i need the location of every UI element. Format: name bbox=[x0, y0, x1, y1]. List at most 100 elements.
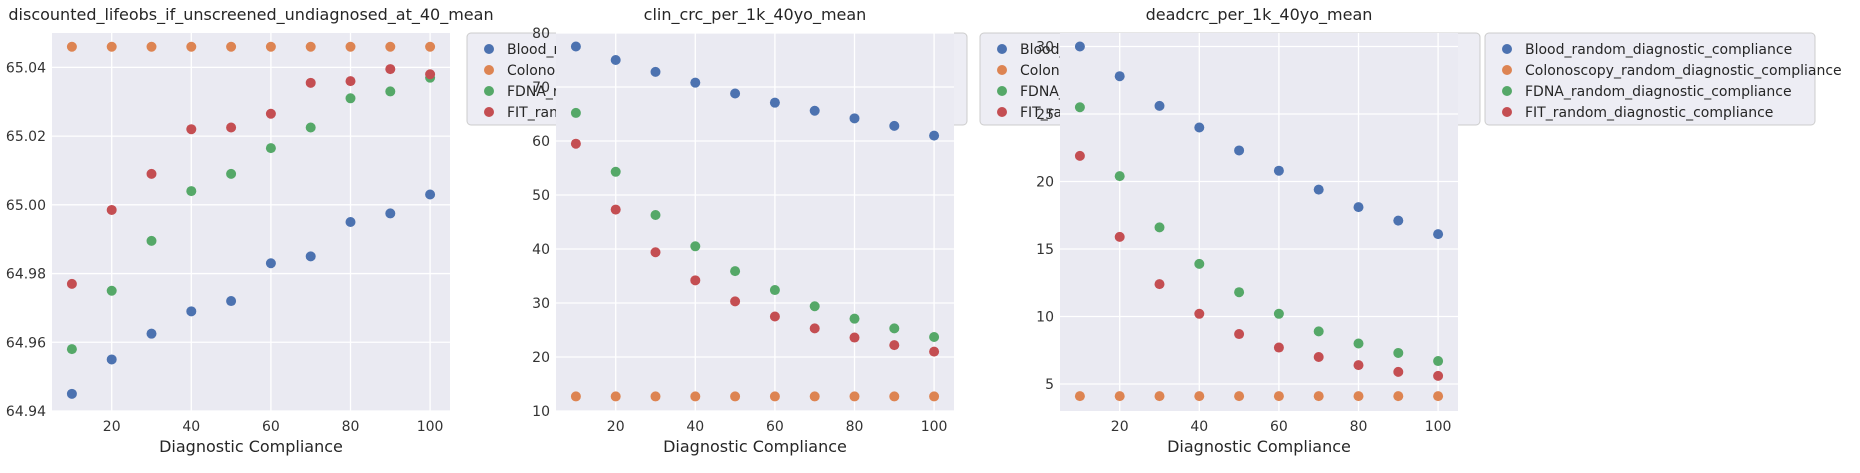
data-point-blood bbox=[1234, 145, 1245, 156]
x-tick-label: 100 bbox=[1425, 419, 1452, 435]
y-tick-label: 15 bbox=[1036, 242, 1054, 258]
y-tick-label: 64.96 bbox=[6, 335, 46, 351]
data-point-fit bbox=[226, 122, 237, 133]
data-point-fdna bbox=[226, 168, 237, 179]
y-tick-label: 20 bbox=[1036, 175, 1054, 191]
data-point-colonoscopy bbox=[1313, 391, 1324, 402]
y-tick-label: 65.02 bbox=[6, 129, 46, 145]
y-tick-label: 10 bbox=[532, 404, 550, 420]
x-tick-label: 60 bbox=[262, 419, 280, 435]
data-point-colonoscopy bbox=[570, 391, 581, 402]
data-point-fdna bbox=[889, 323, 900, 334]
data-point-fdna bbox=[305, 122, 316, 133]
y-tick-label: 25 bbox=[1036, 107, 1054, 123]
subplot-title: clin_crc_per_1k_40yo_mean bbox=[644, 5, 867, 25]
data-point-fdna bbox=[690, 241, 701, 252]
legend-marker bbox=[484, 86, 494, 96]
data-point-fit bbox=[305, 77, 316, 88]
data-point-blood bbox=[385, 208, 396, 219]
legend-label: FIT_random_diagnostic_compliance bbox=[1525, 105, 1773, 121]
data-point-fdna bbox=[1393, 347, 1404, 358]
x-tick-label: 40 bbox=[686, 419, 704, 435]
y-tick-label: 64.94 bbox=[6, 404, 46, 420]
data-point-colonoscopy bbox=[1273, 391, 1284, 402]
legend-box bbox=[1484, 32, 1816, 126]
data-point-colonoscopy bbox=[385, 41, 396, 52]
legend-entries: Blood_random_diagnostic_compliance Colono… bbox=[997, 42, 1337, 121]
data-point-fdna bbox=[186, 186, 197, 197]
data-point-fdna bbox=[1114, 171, 1125, 182]
data-point-fit bbox=[1234, 329, 1245, 340]
legend-marker bbox=[997, 65, 1007, 75]
data-point-fdna bbox=[146, 235, 157, 246]
data-point-colonoscopy bbox=[690, 391, 701, 402]
data-point-blood bbox=[226, 296, 237, 307]
data-point-colonoscopy bbox=[1234, 391, 1245, 402]
data-point-blood bbox=[106, 354, 117, 365]
legend-marker bbox=[1502, 86, 1512, 96]
data-point-fit bbox=[1433, 370, 1444, 381]
data-point-blood bbox=[1353, 202, 1364, 213]
data-point-fit bbox=[1393, 366, 1404, 377]
x-tick-label: 20 bbox=[1111, 419, 1129, 435]
data-point-blood bbox=[1114, 71, 1125, 82]
x-tick-label: 20 bbox=[607, 419, 625, 435]
data-point-fit bbox=[425, 69, 436, 80]
data-point-fdna bbox=[650, 209, 661, 220]
data-point-fit bbox=[849, 332, 860, 343]
data-point-colonoscopy bbox=[889, 391, 900, 402]
data-point-fdna bbox=[345, 93, 356, 104]
data-point-blood bbox=[849, 113, 860, 124]
data-point-blood bbox=[730, 88, 741, 99]
x-tick-label: 40 bbox=[182, 419, 200, 435]
x-tick-label: 100 bbox=[417, 419, 444, 435]
data-point-colonoscopy bbox=[730, 391, 741, 402]
x-axis-label: Diagnostic Compliance bbox=[1167, 437, 1351, 456]
x-tick-label: 60 bbox=[766, 419, 784, 435]
x-axis-label: Diagnostic Compliance bbox=[663, 437, 847, 456]
y-tick-label: 40 bbox=[532, 242, 550, 258]
data-point-fit bbox=[570, 138, 581, 149]
y-tick-label: 60 bbox=[532, 134, 550, 150]
data-point-colonoscopy bbox=[1114, 391, 1125, 402]
data-point-blood bbox=[1074, 41, 1085, 52]
data-point-fit bbox=[1114, 231, 1125, 242]
legend: Blood_random_diagnostic_compliance Colono… bbox=[1484, 32, 1842, 126]
data-point-blood bbox=[769, 97, 780, 108]
data-point-colonoscopy bbox=[305, 41, 316, 52]
data-point-colonoscopy bbox=[1154, 391, 1165, 402]
y-tick-label: 64.98 bbox=[6, 267, 46, 283]
data-point-fit bbox=[929, 346, 940, 357]
x-tick-label: 80 bbox=[846, 419, 864, 435]
y-tick-label: 30 bbox=[532, 296, 550, 312]
data-point-fdna bbox=[730, 266, 741, 277]
legend-label: Blood_random_diagnostic_compliance bbox=[1020, 42, 1287, 58]
data-point-fdna bbox=[1313, 326, 1324, 337]
legend-marker bbox=[1502, 44, 1512, 54]
x-tick-label: 80 bbox=[342, 419, 360, 435]
data-point-fdna bbox=[849, 313, 860, 324]
data-point-fdna bbox=[1273, 308, 1284, 319]
y-tick-label: 10 bbox=[1036, 310, 1054, 326]
data-point-blood bbox=[809, 105, 820, 116]
data-point-blood bbox=[66, 388, 77, 399]
data-point-fdna bbox=[265, 143, 276, 154]
data-point-blood bbox=[1393, 215, 1404, 226]
data-point-fdna bbox=[106, 285, 117, 296]
data-point-blood bbox=[146, 328, 157, 339]
data-point-colonoscopy bbox=[650, 391, 661, 402]
data-point-fit bbox=[1273, 342, 1284, 353]
data-point-blood bbox=[265, 258, 276, 269]
legend-label: Colonoscopy_random_diagnostic_compliance bbox=[1020, 63, 1337, 79]
data-point-colonoscopy bbox=[345, 41, 356, 52]
y-tick-label: 65.00 bbox=[6, 198, 46, 214]
data-point-fit bbox=[385, 64, 396, 75]
data-point-blood bbox=[1313, 184, 1324, 195]
legend-marker bbox=[1502, 65, 1512, 75]
data-point-fdna bbox=[1433, 356, 1444, 367]
data-point-fdna bbox=[1194, 258, 1205, 269]
data-point-blood bbox=[570, 41, 581, 52]
y-tick-label: 30 bbox=[1036, 40, 1054, 56]
data-point-fit bbox=[889, 340, 900, 351]
